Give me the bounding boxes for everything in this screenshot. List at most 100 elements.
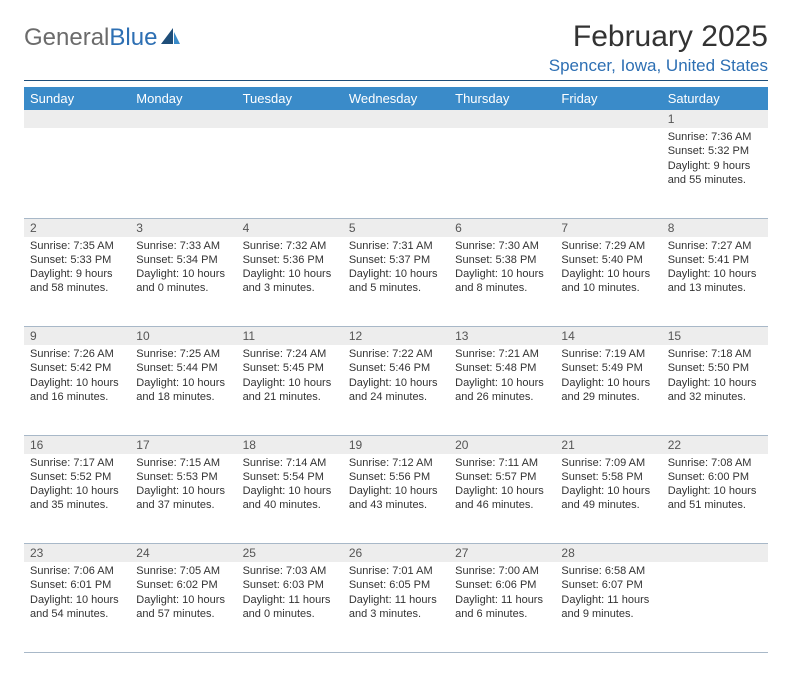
day-cell: Sunrise: 7:36 AMSunset: 5:32 PMDaylight:…	[662, 128, 768, 218]
sunrise-line: Sunrise: 7:27 AM	[668, 239, 762, 253]
day-number-row: 16171819202122	[24, 435, 768, 454]
sunset-line: Sunset: 6:06 PM	[455, 578, 549, 592]
day-number: 20	[449, 435, 555, 454]
day-cell: Sunrise: 7:03 AMSunset: 6:03 PMDaylight:…	[237, 562, 343, 652]
day-number	[555, 110, 661, 128]
day-data: Sunrise: 7:22 AMSunset: 5:46 PMDaylight:…	[343, 345, 449, 410]
sunrise-line: Sunrise: 7:00 AM	[455, 564, 549, 578]
day-cell: Sunrise: 7:11 AMSunset: 5:57 PMDaylight:…	[449, 454, 555, 544]
day-number: 10	[130, 327, 236, 346]
sunset-line: Sunset: 6:01 PM	[30, 578, 124, 592]
daylight-line: Daylight: 11 hours and 3 minutes.	[349, 593, 443, 622]
daylight-line: Daylight: 10 hours and 5 minutes.	[349, 267, 443, 296]
weekday-header: Thursday	[449, 87, 555, 110]
day-number	[343, 110, 449, 128]
day-number: 6	[449, 218, 555, 237]
day-cell: Sunrise: 7:18 AMSunset: 5:50 PMDaylight:…	[662, 345, 768, 435]
sunset-line: Sunset: 5:37 PM	[349, 253, 443, 267]
day-data: Sunrise: 7:21 AMSunset: 5:48 PMDaylight:…	[449, 345, 555, 410]
sunset-line: Sunset: 5:33 PM	[30, 253, 124, 267]
day-data: Sunrise: 7:25 AMSunset: 5:44 PMDaylight:…	[130, 345, 236, 410]
day-number: 11	[237, 327, 343, 346]
weekday-header: Tuesday	[237, 87, 343, 110]
sunrise-line: Sunrise: 7:33 AM	[136, 239, 230, 253]
day-data: Sunrise: 7:18 AMSunset: 5:50 PMDaylight:…	[662, 345, 768, 410]
day-number-row: 1	[24, 110, 768, 128]
day-number: 26	[343, 544, 449, 563]
day-cell	[343, 128, 449, 218]
sunrise-line: Sunrise: 7:19 AM	[561, 347, 655, 361]
daylight-line: Daylight: 10 hours and 35 minutes.	[30, 484, 124, 513]
day-cell: Sunrise: 7:15 AMSunset: 5:53 PMDaylight:…	[130, 454, 236, 544]
day-cell: Sunrise: 7:35 AMSunset: 5:33 PMDaylight:…	[24, 237, 130, 327]
day-data: Sunrise: 7:27 AMSunset: 5:41 PMDaylight:…	[662, 237, 768, 302]
sunrise-line: Sunrise: 7:25 AM	[136, 347, 230, 361]
sunrise-line: Sunrise: 7:14 AM	[243, 456, 337, 470]
day-cell: Sunrise: 7:17 AMSunset: 5:52 PMDaylight:…	[24, 454, 130, 544]
day-number-row: 2345678	[24, 218, 768, 237]
day-cell: Sunrise: 7:27 AMSunset: 5:41 PMDaylight:…	[662, 237, 768, 327]
calendar-page: General Blue February 2025 Spencer, Iowa…	[0, 0, 792, 673]
day-cell: Sunrise: 7:24 AMSunset: 5:45 PMDaylight:…	[237, 345, 343, 435]
sunset-line: Sunset: 5:54 PM	[243, 470, 337, 484]
sunrise-line: Sunrise: 7:01 AM	[349, 564, 443, 578]
weekday-header: Friday	[555, 87, 661, 110]
daylight-line: Daylight: 10 hours and 16 minutes.	[30, 376, 124, 405]
daylight-line: Daylight: 10 hours and 40 minutes.	[243, 484, 337, 513]
daylight-line: Daylight: 10 hours and 57 minutes.	[136, 593, 230, 622]
day-number: 13	[449, 327, 555, 346]
day-number: 25	[237, 544, 343, 563]
day-data: Sunrise: 7:09 AMSunset: 5:58 PMDaylight:…	[555, 454, 661, 519]
day-cell: Sunrise: 7:22 AMSunset: 5:46 PMDaylight:…	[343, 345, 449, 435]
sunrise-line: Sunrise: 7:26 AM	[30, 347, 124, 361]
sunrise-line: Sunrise: 7:31 AM	[349, 239, 443, 253]
sunrise-line: Sunrise: 7:11 AM	[455, 456, 549, 470]
weekday-header: Wednesday	[343, 87, 449, 110]
day-cell: Sunrise: 7:14 AMSunset: 5:54 PMDaylight:…	[237, 454, 343, 544]
day-number: 27	[449, 544, 555, 563]
day-data: Sunrise: 7:15 AMSunset: 5:53 PMDaylight:…	[130, 454, 236, 519]
day-number: 5	[343, 218, 449, 237]
title-block: February 2025 Spencer, Iowa, United Stat…	[549, 20, 768, 76]
day-cell	[237, 128, 343, 218]
day-cell: Sunrise: 7:32 AMSunset: 5:36 PMDaylight:…	[237, 237, 343, 327]
weekday-header: Sunday	[24, 87, 130, 110]
sunrise-line: Sunrise: 7:08 AM	[668, 456, 762, 470]
daylight-line: Daylight: 10 hours and 18 minutes.	[136, 376, 230, 405]
sunrise-line: Sunrise: 7:17 AM	[30, 456, 124, 470]
sunset-line: Sunset: 5:34 PM	[136, 253, 230, 267]
day-data: Sunrise: 7:29 AMSunset: 5:40 PMDaylight:…	[555, 237, 661, 302]
daylight-line: Daylight: 11 hours and 0 minutes.	[243, 593, 337, 622]
daylight-line: Daylight: 10 hours and 10 minutes.	[561, 267, 655, 296]
daylight-line: Daylight: 10 hours and 37 minutes.	[136, 484, 230, 513]
sunset-line: Sunset: 5:44 PM	[136, 361, 230, 375]
day-data: Sunrise: 7:00 AMSunset: 6:06 PMDaylight:…	[449, 562, 555, 627]
daylight-line: Daylight: 10 hours and 29 minutes.	[561, 376, 655, 405]
day-number: 24	[130, 544, 236, 563]
sunset-line: Sunset: 5:56 PM	[349, 470, 443, 484]
sunrise-line: Sunrise: 7:21 AM	[455, 347, 549, 361]
sunset-line: Sunset: 5:57 PM	[455, 470, 549, 484]
day-number: 28	[555, 544, 661, 563]
day-number-row: 232425262728	[24, 544, 768, 563]
sunset-line: Sunset: 5:53 PM	[136, 470, 230, 484]
day-data: Sunrise: 7:06 AMSunset: 6:01 PMDaylight:…	[24, 562, 130, 627]
day-cell	[24, 128, 130, 218]
day-data: Sunrise: 7:33 AMSunset: 5:34 PMDaylight:…	[130, 237, 236, 302]
sunset-line: Sunset: 6:07 PM	[561, 578, 655, 592]
day-number: 1	[662, 110, 768, 128]
day-cell: Sunrise: 7:01 AMSunset: 6:05 PMDaylight:…	[343, 562, 449, 652]
day-cell: Sunrise: 6:58 AMSunset: 6:07 PMDaylight:…	[555, 562, 661, 652]
sunset-line: Sunset: 5:36 PM	[243, 253, 337, 267]
day-cell: Sunrise: 7:05 AMSunset: 6:02 PMDaylight:…	[130, 562, 236, 652]
header-rule	[24, 80, 768, 81]
sunset-line: Sunset: 5:41 PM	[668, 253, 762, 267]
day-cell: Sunrise: 7:19 AMSunset: 5:49 PMDaylight:…	[555, 345, 661, 435]
sunset-line: Sunset: 6:05 PM	[349, 578, 443, 592]
day-number: 15	[662, 327, 768, 346]
day-cell: Sunrise: 7:29 AMSunset: 5:40 PMDaylight:…	[555, 237, 661, 327]
day-data: Sunrise: 7:19 AMSunset: 5:49 PMDaylight:…	[555, 345, 661, 410]
day-number: 9	[24, 327, 130, 346]
sunrise-line: Sunrise: 7:29 AM	[561, 239, 655, 253]
day-data: Sunrise: 7:31 AMSunset: 5:37 PMDaylight:…	[343, 237, 449, 302]
